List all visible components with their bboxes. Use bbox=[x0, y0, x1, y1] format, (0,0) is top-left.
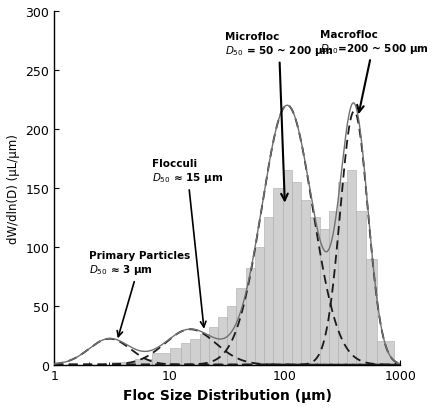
Bar bbox=[264, 218, 274, 365]
Bar bbox=[377, 341, 395, 365]
Text: Primary Particles
$D_{50}$ ≈ 3 μm: Primary Particles $D_{50}$ ≈ 3 μm bbox=[89, 251, 190, 337]
Bar bbox=[152, 353, 170, 365]
Bar bbox=[236, 288, 246, 365]
Bar bbox=[246, 268, 255, 365]
Bar bbox=[347, 171, 357, 365]
Bar bbox=[338, 182, 347, 365]
Bar bbox=[170, 348, 181, 365]
Bar bbox=[319, 229, 329, 365]
Bar bbox=[366, 259, 377, 365]
Bar bbox=[310, 218, 319, 365]
Bar bbox=[191, 339, 200, 365]
Bar bbox=[218, 318, 227, 365]
Y-axis label: dW/dln(D) (μL/μm): dW/dln(D) (μL/μm) bbox=[7, 133, 20, 243]
Bar bbox=[292, 182, 301, 365]
Bar bbox=[301, 200, 310, 365]
X-axis label: Floc Size Distribution (μm): Floc Size Distribution (μm) bbox=[123, 388, 332, 402]
Bar bbox=[227, 306, 236, 365]
Bar bbox=[255, 247, 264, 365]
Bar bbox=[112, 362, 135, 365]
Bar bbox=[135, 359, 152, 365]
Bar bbox=[209, 327, 218, 365]
Bar bbox=[357, 212, 366, 365]
Text: Macrofloc
$D_{50}$=200 ~ 500 μm: Macrofloc $D_{50}$=200 ~ 500 μm bbox=[319, 29, 428, 113]
Bar bbox=[329, 212, 338, 365]
Bar bbox=[283, 171, 292, 365]
Bar bbox=[181, 344, 191, 365]
Text: Microfloc
$D_{50}$ = 50 ~ 200 μm: Microfloc $D_{50}$ = 50 ~ 200 μm bbox=[225, 32, 333, 201]
Text: Flocculi
$D_{50}$ ≈ 15 μm: Flocculi $D_{50}$ ≈ 15 μm bbox=[152, 159, 223, 327]
Bar bbox=[274, 188, 283, 365]
Bar bbox=[200, 334, 209, 365]
